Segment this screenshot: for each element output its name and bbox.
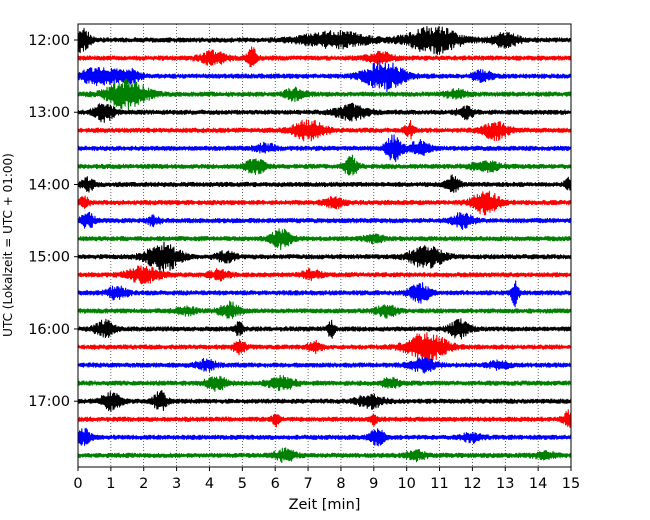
trace-1615 — [77, 332, 572, 364]
trace-1600 — [77, 318, 572, 340]
x-tick-label: 12 — [463, 476, 481, 492]
trace-1245 — [77, 78, 572, 111]
plot-frame — [77, 23, 572, 468]
trace-1345 — [77, 154, 572, 176]
y-axis: 12:00 13:00 14:00 15:00 16:00 17:00 — [28, 33, 78, 410]
trace-1315 — [77, 119, 572, 142]
trace-1215 — [77, 46, 572, 68]
x-tick-label: 10 — [397, 476, 415, 492]
y-tick-label: 12:00 — [28, 33, 70, 49]
x-axis: 0 1 2 3 4 5 6 7 8 9 10 11 12 13 14 15 — [73, 467, 580, 492]
x-tick-label: 8 — [336, 476, 345, 492]
x-tick-label: 14 — [529, 476, 547, 492]
y-tick-label: 13:00 — [28, 105, 70, 121]
y-tick-label: 14:00 — [28, 177, 70, 193]
trace-1630 — [77, 356, 572, 374]
y-axis-label: UTC (Lokalzeit = UTC + 01:00) — [1, 153, 15, 337]
x-tick-label: 3 — [172, 476, 181, 492]
x-tick-label: 4 — [205, 476, 214, 492]
trace-1415 — [77, 190, 572, 216]
trace-1730 — [77, 427, 572, 447]
x-axis-label: Zeit [min] — [289, 497, 361, 513]
x-tick-label: 2 — [139, 476, 148, 492]
trace-1745 — [77, 447, 572, 464]
x-tick-label: 6 — [271, 476, 280, 492]
trace-1700 — [77, 389, 572, 413]
trace-1400 — [77, 174, 572, 193]
x-tick-label: 5 — [238, 476, 247, 492]
x-tick-label: 1 — [106, 476, 115, 492]
x-tick-label: 13 — [496, 476, 514, 492]
trace-1445 — [77, 228, 572, 251]
x-tick-label: 9 — [369, 476, 378, 492]
trace-1300 — [77, 102, 572, 123]
y-tick-label: 17:00 — [28, 394, 70, 410]
trace-1200 — [77, 25, 572, 55]
trace-1645 — [77, 374, 572, 392]
trace-1515 — [77, 265, 572, 285]
trace-1715 — [77, 409, 572, 428]
trace-1430 — [77, 211, 572, 230]
trace-1230 — [77, 60, 572, 93]
x-tick-label: 11 — [430, 476, 448, 492]
trace-1545 — [77, 300, 572, 319]
x-tick-label: 0 — [73, 476, 82, 492]
trace-1530 — [77, 280, 572, 308]
x-tick-label: 15 — [562, 476, 580, 492]
y-tick-label: 15:00 — [28, 250, 70, 266]
y-tick-label: 16:00 — [28, 322, 70, 338]
trace-1330 — [77, 134, 572, 163]
x-tick-label: 7 — [303, 476, 312, 492]
seismic-traces — [77, 25, 572, 464]
